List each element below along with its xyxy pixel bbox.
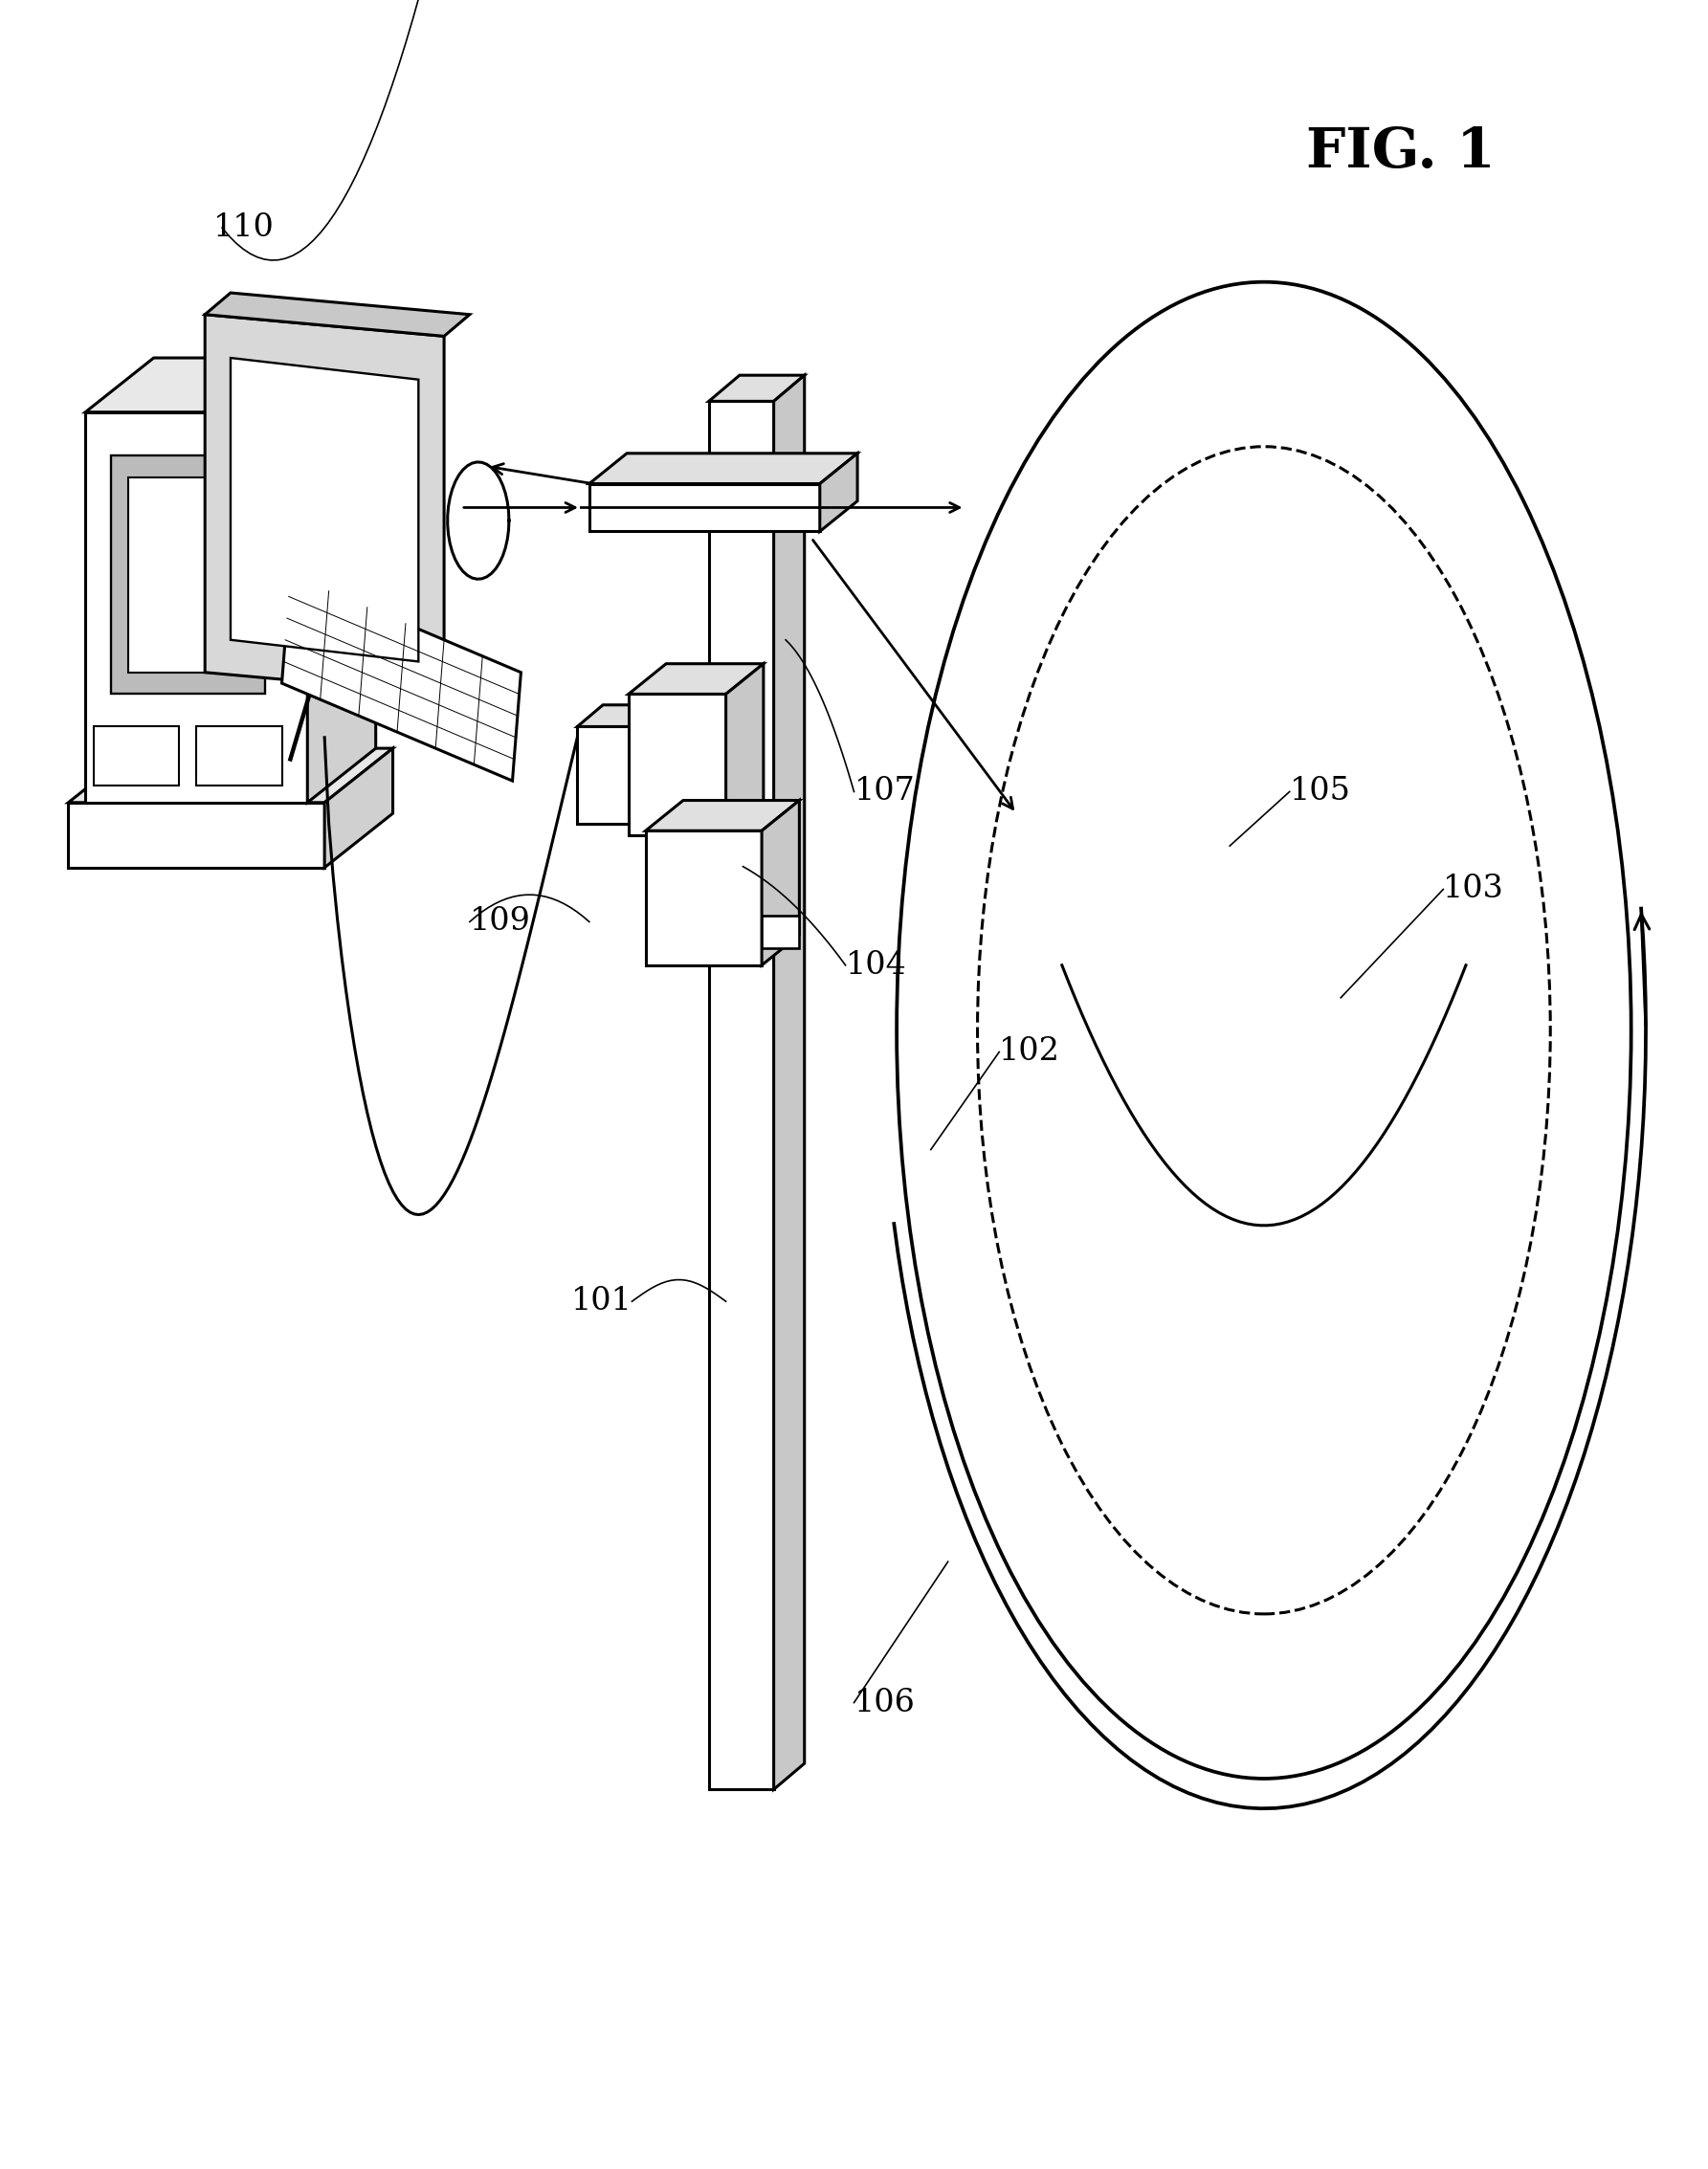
- Text: 104: 104: [845, 950, 907, 980]
- Text: 101: 101: [570, 1286, 632, 1317]
- Text: 109: 109: [470, 907, 531, 937]
- Text: FIG. 1: FIG. 1: [1307, 126, 1494, 178]
- Polygon shape: [762, 915, 799, 948]
- Polygon shape: [577, 727, 642, 824]
- Polygon shape: [762, 800, 799, 965]
- Polygon shape: [709, 401, 774, 1789]
- Polygon shape: [646, 831, 762, 965]
- Polygon shape: [589, 484, 820, 531]
- Polygon shape: [820, 453, 857, 531]
- Polygon shape: [205, 293, 470, 336]
- Text: 107: 107: [854, 777, 915, 807]
- Polygon shape: [589, 453, 857, 484]
- Polygon shape: [774, 375, 804, 1789]
- Text: 110: 110: [214, 213, 275, 243]
- Text: 106: 106: [854, 1687, 915, 1718]
- Text: 105: 105: [1290, 777, 1351, 807]
- Polygon shape: [68, 748, 393, 803]
- Polygon shape: [577, 705, 668, 727]
- Polygon shape: [629, 694, 726, 835]
- Polygon shape: [726, 664, 763, 835]
- Polygon shape: [709, 375, 804, 401]
- Polygon shape: [646, 800, 799, 831]
- Polygon shape: [128, 477, 248, 672]
- Polygon shape: [196, 727, 282, 785]
- Polygon shape: [231, 358, 418, 662]
- Text: 102: 102: [999, 1037, 1061, 1067]
- Polygon shape: [85, 412, 307, 803]
- Polygon shape: [94, 727, 179, 785]
- Ellipse shape: [897, 282, 1631, 1779]
- Polygon shape: [307, 358, 376, 803]
- Polygon shape: [111, 455, 265, 694]
- Polygon shape: [205, 315, 444, 694]
- Polygon shape: [68, 803, 325, 868]
- Polygon shape: [282, 575, 521, 781]
- Polygon shape: [325, 748, 393, 868]
- Polygon shape: [85, 358, 376, 412]
- Polygon shape: [629, 664, 763, 694]
- Text: 103: 103: [1443, 874, 1505, 904]
- Polygon shape: [642, 705, 668, 824]
